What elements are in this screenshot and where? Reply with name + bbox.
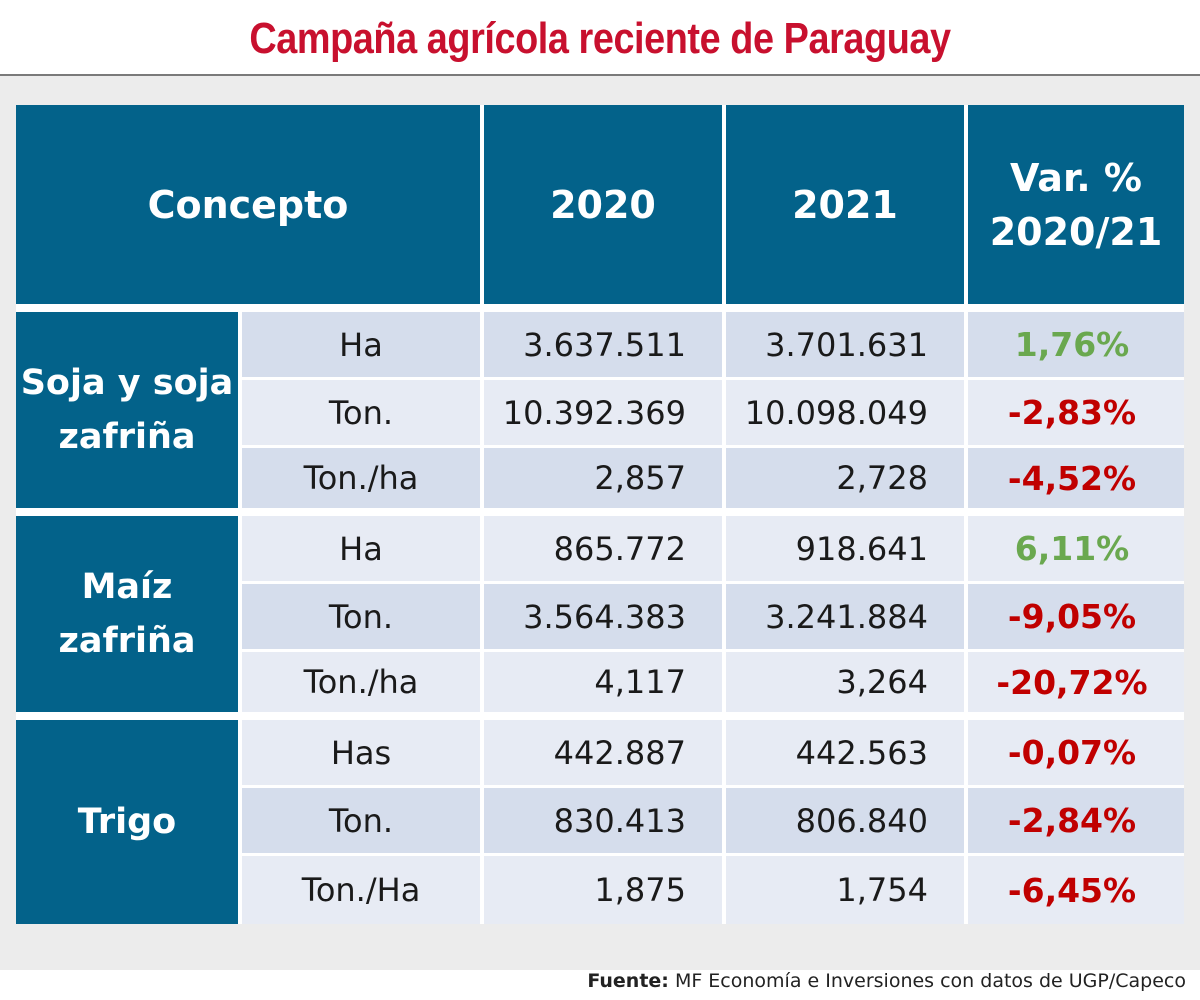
header-variation-line2: 2020/21 [989, 209, 1163, 254]
variation-cell: 6,11% [968, 516, 1184, 584]
value-2021-cell: 2,728 [726, 448, 968, 516]
value-2020-cell: 442.887 [484, 720, 726, 788]
source-text: MF Economía e Inversiones con datos de U… [668, 970, 1186, 992]
crop-label-soja: Soja y soja zafriña [16, 312, 242, 516]
unit-cell: Ha [242, 312, 484, 380]
source-label: Fuente: [587, 970, 669, 992]
crop-label-maiz: Maíz zafriña [16, 516, 242, 720]
unit-cell: Ton./ha [242, 448, 484, 516]
value-2020-cell: 830.413 [484, 788, 726, 856]
data-table: Concepto 2020 2021 Var. % 2020/21 Soja y… [16, 105, 1184, 924]
unit-cell: Ton./ha [242, 652, 484, 720]
variation-cell: -20,72% [968, 652, 1184, 720]
unit-cell: Ton. [242, 584, 484, 652]
value-2020-cell: 865.772 [484, 516, 726, 584]
header-variation-line1: Var. % [1009, 155, 1143, 200]
variation-cell: -6,45% [968, 856, 1184, 924]
crop-label-line1: Soja y soja [20, 363, 234, 403]
value-2021-cell: 10.098.049 [726, 380, 968, 448]
crop-label-trigo: Trigo [16, 720, 242, 924]
value-2020-cell: 3.564.383 [484, 584, 726, 652]
crop-label-line1: Maíz [81, 567, 173, 607]
unit-cell: Ha [242, 516, 484, 584]
variation-cell: -9,05% [968, 584, 1184, 652]
value-2020-cell: 1,875 [484, 856, 726, 924]
header-concepto: Concepto [16, 105, 484, 312]
value-2020-cell: 4,117 [484, 652, 726, 720]
header-variation: Var. % 2020/21 [968, 105, 1184, 312]
value-2021-cell: 3,264 [726, 652, 968, 720]
crop-label-line1: Trigo [77, 802, 177, 842]
value-2020-cell: 3.637.511 [484, 312, 726, 380]
unit-cell: Has [242, 720, 484, 788]
value-2021-cell: 3.241.884 [726, 584, 968, 652]
value-2021-cell: 918.641 [726, 516, 968, 584]
value-2021-cell: 442.563 [726, 720, 968, 788]
variation-cell: -0,07% [968, 720, 1184, 788]
source-note: Fuente: MF Economía e Inversiones con da… [587, 967, 1186, 995]
value-2021-cell: 806.840 [726, 788, 968, 856]
variation-cell: -2,83% [968, 380, 1184, 448]
value-2020-cell: 2,857 [484, 448, 726, 516]
variation-cell: 1,76% [968, 312, 1184, 380]
page-title: Campaña agrícola reciente de Paraguay [249, 14, 951, 63]
value-2020-cell: 10.392.369 [484, 380, 726, 448]
variation-cell: -4,52% [968, 448, 1184, 516]
unit-cell: Ton. [242, 788, 484, 856]
unit-cell: Ton./Ha [242, 856, 484, 924]
value-2021-cell: 1,754 [726, 856, 968, 924]
title-divider [0, 74, 1200, 76]
variation-cell: -2,84% [968, 788, 1184, 856]
value-2021-cell: 3.701.631 [726, 312, 968, 380]
header-2021: 2021 [726, 105, 968, 312]
unit-cell: Ton. [242, 380, 484, 448]
crop-label-line2: zafriña [58, 621, 196, 661]
header-2020: 2020 [484, 105, 726, 312]
crop-label-line2: zafriña [58, 417, 196, 457]
